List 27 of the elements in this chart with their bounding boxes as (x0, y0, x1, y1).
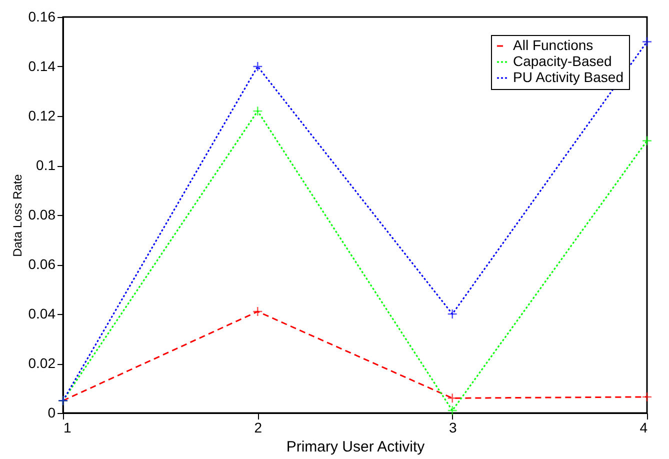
point (252, 306, 263, 317)
point (447, 308, 458, 320)
point (252, 106, 263, 116)
y-tick-label: 0.1 (36, 157, 56, 173)
x-tick-label: 2 (254, 420, 262, 436)
y-axis-title: Data Loss Rate (10, 174, 24, 257)
legend-label: PU Activity Based (513, 69, 624, 85)
y-tick-label: 0.02 (28, 355, 56, 371)
y-tick-label: 0.14 (28, 58, 56, 74)
legend-label: Capacity-Based (513, 53, 612, 69)
x-tick-label: 1 (64, 420, 72, 436)
point (252, 61, 263, 72)
y-tick-label: 0.04 (28, 306, 56, 322)
x-axis-title: Primary User Activity (286, 438, 426, 456)
point (447, 405, 458, 416)
point (642, 392, 652, 402)
x-tick-label: 4 (640, 420, 648, 436)
point (642, 136, 652, 146)
y-tick-label: 0.12 (28, 108, 56, 124)
y-tick-label: 0.06 (28, 256, 56, 272)
y-tick-label: 0 (48, 404, 56, 420)
y-tick-label: 0.08 (28, 206, 56, 222)
x-tick-label: 3 (448, 420, 457, 436)
point (447, 393, 458, 404)
legend-label: All Functions (513, 37, 594, 53)
y-tick-label: 0.16 (28, 8, 56, 24)
point (642, 36, 652, 47)
